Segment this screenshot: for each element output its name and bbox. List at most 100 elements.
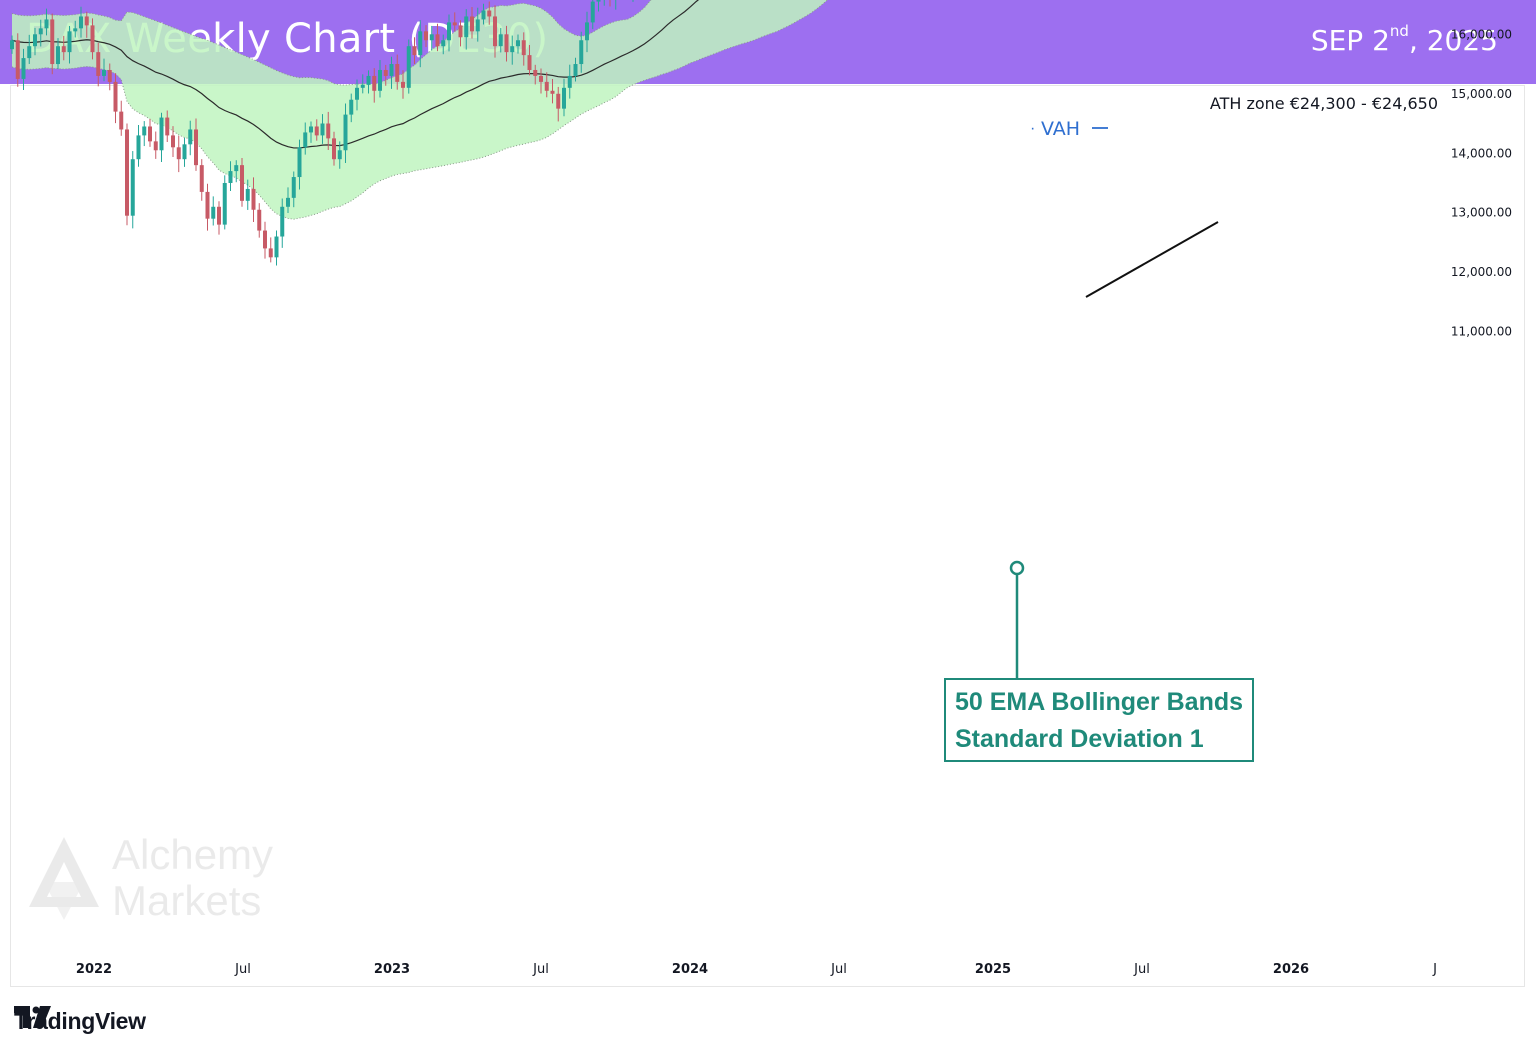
- candle-body: [50, 19, 55, 65]
- candle-body: [314, 126, 319, 136]
- candle-body: [309, 126, 313, 133]
- candle: [447, 14, 451, 52]
- candle: [176, 135, 181, 173]
- candle: [33, 27, 37, 56]
- candle: [211, 196, 216, 226]
- candle-body: [136, 135, 141, 160]
- candle-body: [211, 206, 216, 219]
- candle-body: [182, 144, 187, 160]
- candle: [521, 32, 526, 66]
- candle-body: [102, 69, 106, 76]
- candle-body: [337, 150, 342, 160]
- candle-body: [401, 81, 405, 88]
- candle-body: [142, 126, 147, 136]
- candle-body: [418, 31, 423, 56]
- candle-body: [464, 16, 469, 38]
- candle: [596, 0, 601, 12]
- candle-body: [194, 129, 198, 166]
- candle-body: [280, 206, 285, 237]
- candle-body: [257, 209, 262, 231]
- chart-date: SEP 2nd, 2025: [1311, 22, 1498, 57]
- candle: [429, 25, 434, 51]
- candle: [603, 0, 605, 6]
- candle-body: [217, 206, 221, 225]
- candle: [464, 9, 469, 50]
- x-tick-label: Jul: [1133, 962, 1150, 977]
- candle: [113, 73, 118, 124]
- y-tick-label: 12,000.00: [1451, 265, 1512, 279]
- candle: [441, 34, 446, 55]
- price-chart: 38.20% (22,290.11)50.00% (21,564.50)61.8…: [10, 0, 1512, 977]
- candle: [205, 183, 210, 231]
- candle-body: [303, 132, 308, 148]
- candle: [222, 175, 227, 230]
- indicator-annotation-box: 50 EMA Bollinger Bands Standard Deviatio…: [944, 678, 1254, 762]
- y-axis: 11,000.00 12,000.00 13,000.00 14,000.00 15,0…: [1451, 27, 1512, 338]
- candle: [240, 158, 244, 207]
- candle: [539, 68, 543, 94]
- candle: [343, 103, 348, 164]
- candle-body: [90, 25, 95, 53]
- y-tick-label: 14,000.00: [1451, 146, 1512, 160]
- candle-body: [130, 159, 135, 216]
- candle-body: [349, 99, 354, 115]
- candle: [615, 0, 617, 10]
- candle-body: [33, 34, 37, 47]
- candle-body: [199, 165, 204, 192]
- candle-body: [343, 114, 348, 151]
- candle: [15, 33, 20, 87]
- candle-body: [96, 52, 101, 76]
- candle: [579, 31, 584, 73]
- candle-body: [176, 147, 181, 160]
- candle: [527, 45, 532, 76]
- candle: [481, 3, 486, 25]
- candle-body: [268, 248, 273, 258]
- candle-body: [360, 84, 365, 88]
- candle-body: [372, 75, 377, 91]
- candle-body: [274, 236, 279, 258]
- candle: [56, 38, 60, 70]
- candle-body: [470, 16, 474, 32]
- candle: [383, 64, 388, 86]
- candle: [573, 57, 578, 82]
- candle-body: [406, 46, 411, 88]
- candle: [314, 119, 319, 141]
- candle-body: [481, 10, 486, 20]
- candle: [286, 187, 290, 213]
- candle: [510, 35, 515, 65]
- indicator-annotation-line1: 50 EMA Bollinger Bands: [955, 688, 1244, 716]
- watermark-line2: Markets: [112, 877, 262, 924]
- candle-body: [395, 64, 400, 82]
- candle: [251, 177, 256, 223]
- candle: [590, 0, 595, 30]
- candle-body: [61, 46, 66, 53]
- candle-body: [475, 19, 480, 32]
- candle-body: [205, 191, 210, 219]
- candle: [562, 78, 566, 117]
- candle-body: [533, 69, 538, 76]
- candle: [504, 25, 509, 62]
- candle: [234, 160, 239, 183]
- candle-body: [441, 40, 446, 47]
- candle: [194, 118, 198, 171]
- candle: [360, 74, 365, 94]
- candle-body: [67, 31, 72, 53]
- x-tick-label: 2026: [1273, 962, 1309, 977]
- y-tick-label: 15,000.00: [1451, 87, 1512, 101]
- candle-body: [447, 22, 451, 41]
- candle-body: [527, 55, 532, 70]
- candle: [119, 100, 124, 136]
- x-tick-label: Jul: [532, 962, 549, 977]
- candle: [130, 151, 135, 229]
- candle: [406, 39, 411, 94]
- candle: [337, 141, 342, 169]
- candle-body: [107, 69, 112, 82]
- candle: [274, 230, 279, 266]
- candle-body: [435, 34, 440, 47]
- candle-body: [44, 19, 49, 29]
- candle-body: [148, 126, 152, 142]
- candle: [228, 161, 233, 191]
- candle: [556, 86, 561, 122]
- candle: [96, 42, 101, 87]
- candle: [217, 201, 221, 235]
